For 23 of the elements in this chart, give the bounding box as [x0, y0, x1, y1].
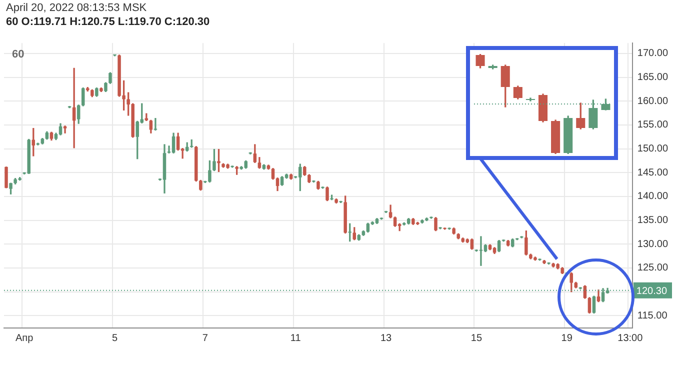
x-tick-label: Апр — [16, 332, 34, 344]
x-tick-label: 19 — [561, 332, 573, 344]
y-tick-label: 125.00 — [637, 262, 668, 274]
y-tick-label: 115.00 — [637, 310, 668, 322]
x-tick-label: 5 — [112, 332, 118, 344]
chart-title: 60 O:119.71 H:120.75 L:119.70 C:120.30 — [6, 16, 210, 28]
x-tick-label: 11 — [290, 332, 302, 344]
annotation: 60 — [12, 48, 24, 61]
y-tick-label: 155.00 — [637, 120, 668, 131]
ref-line-label: 120.30 — [636, 286, 668, 298]
y-tick-label: 160.00 — [637, 96, 668, 107]
y-tick-label: 165.00 — [637, 72, 668, 84]
x-tick-label: 15 — [470, 332, 482, 344]
x-tick-label: 7 — [202, 332, 208, 344]
x-tick-label: 13 — [380, 332, 392, 344]
y-tick-label: 135.00 — [637, 215, 668, 226]
y-tick-label: 130.00 — [637, 238, 668, 250]
y-tick-label: 150.00 — [637, 144, 668, 155]
chart-subtitle: April 20, 2022 08:13:53 MSK — [6, 2, 147, 14]
y-tick-label: 140.00 — [637, 191, 668, 202]
y-tick-label: 170.00 — [637, 48, 668, 60]
x-tick-label: 13:00 — [618, 332, 644, 344]
y-tick-label: 145.00 — [637, 167, 668, 178]
